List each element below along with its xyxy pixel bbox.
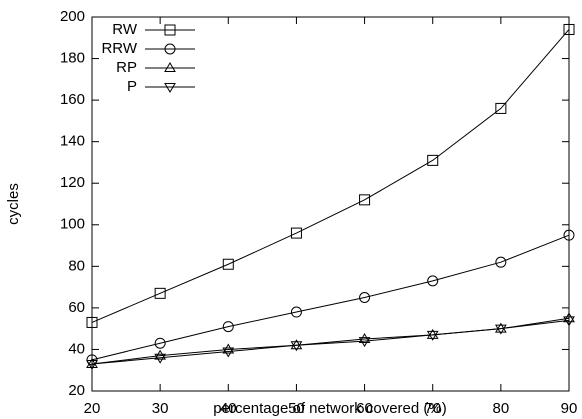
marker	[495, 256, 507, 268]
x-tick-label: 60	[356, 400, 373, 417]
marker	[86, 359, 98, 370]
marker	[494, 324, 507, 335]
y-tick-label: 80	[68, 257, 85, 274]
x-axis-label: percentage of network covered (%)	[213, 400, 446, 417]
marker	[426, 330, 439, 341]
marker	[86, 358, 98, 368]
marker	[222, 343, 235, 354]
marker	[427, 275, 439, 287]
legend-marker	[164, 83, 176, 93]
marker	[426, 328, 439, 339]
marker	[290, 227, 302, 239]
y-axis-label: cycles	[5, 183, 22, 225]
legend-label: RRW	[101, 40, 137, 57]
marker	[154, 337, 166, 349]
x-tick-label: 90	[561, 400, 578, 417]
marker	[86, 354, 98, 366]
marker	[427, 154, 439, 166]
y-tick-label: 140	[60, 133, 85, 150]
marker	[290, 306, 302, 318]
marker	[154, 353, 167, 364]
y-tick-label: 20	[68, 382, 85, 399]
x-tick-label: 70	[424, 400, 441, 417]
x-tick-label: 40	[220, 400, 237, 417]
y-tick-label: 180	[60, 50, 85, 67]
x-tick-label: 20	[84, 400, 101, 417]
marker	[154, 287, 166, 299]
y-tick-label: 120	[60, 174, 85, 191]
legend-marker	[164, 24, 176, 36]
legend-marker	[164, 43, 176, 55]
x-tick-label: 50	[288, 400, 305, 417]
marker	[563, 23, 575, 35]
marker	[495, 102, 507, 114]
x-tick-label: 30	[152, 400, 169, 417]
marker	[222, 258, 234, 270]
marker	[290, 339, 303, 350]
marker	[358, 333, 371, 344]
marker	[359, 292, 371, 303]
x-tick-label: 80	[493, 400, 510, 417]
marker	[563, 229, 575, 241]
plot-frame	[91, 16, 570, 392]
marker	[563, 312, 575, 323]
y-tick-label: 200	[60, 8, 85, 25]
series-line	[91, 234, 570, 361]
series-line	[91, 29, 570, 323]
marker	[222, 347, 235, 358]
marker	[359, 194, 371, 206]
y-tick-label: 160	[60, 91, 85, 108]
y-tick-label: 60	[68, 299, 85, 316]
y-tick-label: 40	[68, 340, 85, 357]
marker	[154, 349, 167, 360]
marker	[563, 316, 575, 327]
legend-marker	[164, 62, 176, 72]
marker	[86, 316, 98, 328]
legend-label: P	[127, 78, 137, 95]
marker	[290, 341, 303, 352]
legend-label: RP	[116, 59, 137, 76]
marker	[222, 321, 234, 333]
y-tick-label: 100	[60, 216, 85, 233]
series-line	[91, 319, 570, 365]
legend-label: RW	[112, 21, 138, 38]
marker	[358, 337, 371, 348]
